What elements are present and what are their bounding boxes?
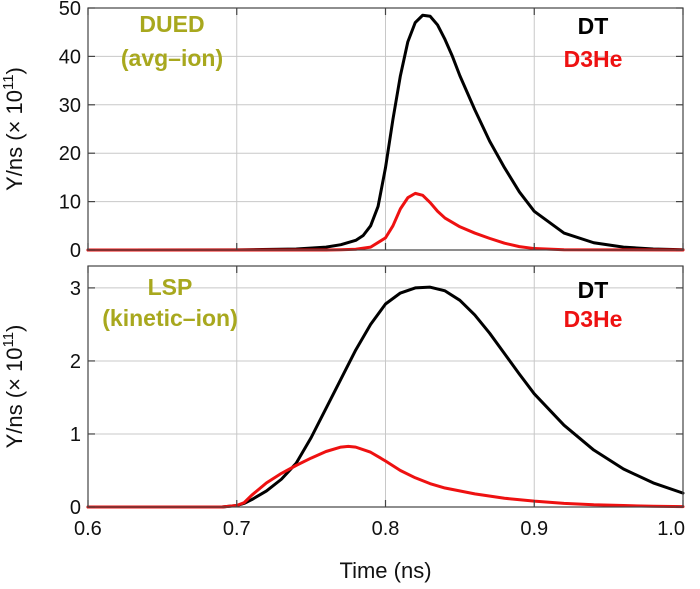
y-axis-title: Y/ns (× 1011)	[0, 325, 27, 449]
y-axis-title-main: Y/ns (× 10	[2, 348, 27, 449]
x-tick-label: 0.8	[372, 518, 400, 540]
legend-entry-dt: DT	[578, 13, 609, 39]
y-tick-label: 3	[70, 278, 81, 300]
legend-entry-d3he: D3He	[564, 306, 623, 332]
y-tick-label: 40	[59, 46, 81, 68]
y-tick-label: 1	[70, 424, 81, 446]
y-axis-title-close: )	[2, 325, 27, 332]
x-tick-label: 0.9	[520, 518, 548, 540]
y-axis-title-main: Y/ns (× 10	[2, 90, 27, 191]
x-tick-label: 1.0	[657, 518, 685, 540]
y-axis-title-close: )	[2, 67, 27, 74]
y-tick-label: 50	[59, 0, 81, 20]
y-axis-title: Y/ns (× 1011)	[0, 67, 27, 191]
model-annotation: (avg–ion)	[121, 45, 223, 71]
bottom-panel: 0 1 2 3 0.6 0.7 0.8 0.9 1.0 Y/ns (× 1011) Time (ns…	[0, 265, 685, 583]
y-tick-label: 2	[70, 351, 81, 373]
y-tick-label: 10	[59, 192, 81, 214]
x-axis-title: Time (ns)	[339, 558, 431, 583]
y-axis-title-exponent: 11	[0, 74, 17, 90]
series-line-dt	[86, 13, 685, 252]
x-tick-label: 0.7	[223, 518, 251, 540]
y-tick-label: 0	[70, 497, 81, 519]
y-tick-label: 30	[59, 95, 81, 117]
legend-entry-dt: DT	[578, 277, 609, 303]
model-annotation: LSP	[148, 274, 193, 300]
top-panel: 0 10 20 30 40 50 Y/ns (× 1011) DUED (avg–ion) DT D…	[0, 0, 685, 262]
series-line-dt	[86, 285, 685, 509]
legend-entry-d3he: D3He	[564, 46, 623, 72]
x-tick-label: 0.6	[74, 518, 102, 540]
y-tick-label: 0	[70, 240, 81, 262]
series-line-d3he	[86, 191, 685, 252]
y-axis-title-exponent: 11	[0, 332, 17, 348]
series-line-d3he	[86, 444, 685, 509]
model-annotation: (kinetic–ion)	[102, 305, 237, 331]
y-tick-label: 20	[59, 143, 81, 165]
model-annotation: DUED	[139, 11, 204, 37]
